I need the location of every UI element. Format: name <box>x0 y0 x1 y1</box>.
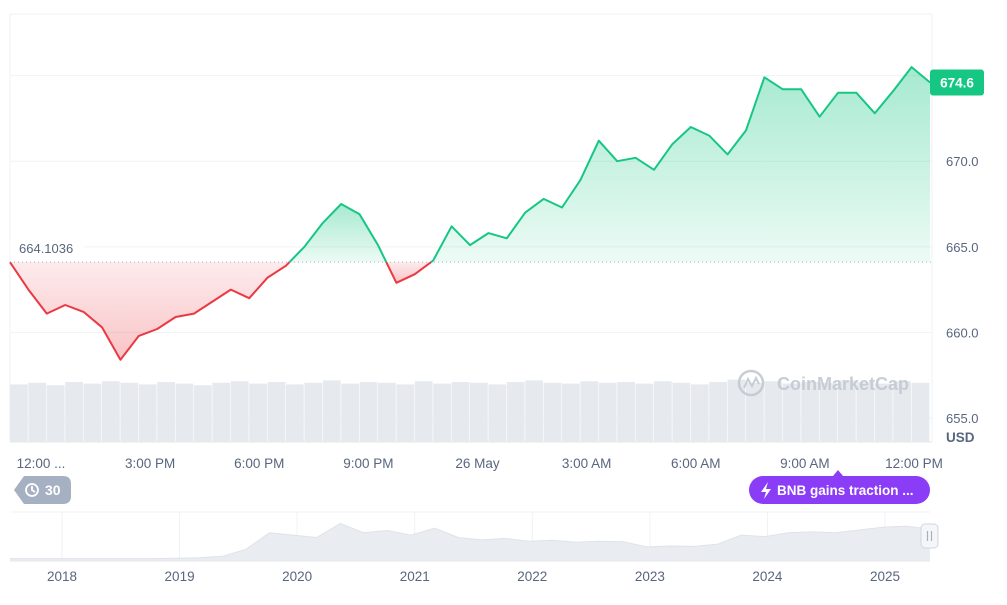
volume-bar <box>212 383 230 442</box>
x-tick-label: 12:00 ... <box>17 456 66 471</box>
reference-value-label: 664.1036 <box>19 241 73 256</box>
volume-bar <box>488 384 506 442</box>
navigator-x-tick-label: 2025 <box>870 569 900 584</box>
volume-bar <box>157 382 175 442</box>
navigator-area-fill <box>10 523 930 561</box>
volume-bar <box>323 380 341 442</box>
navigator-x-tick-label: 2021 <box>400 569 430 584</box>
volume-bar <box>286 384 304 442</box>
y-tick-label: 665.0 <box>946 240 979 255</box>
volume-bar <box>65 382 83 442</box>
y-tick-label: 660.0 <box>946 325 979 340</box>
volume-bar <box>10 384 28 442</box>
volume-bar <box>580 381 598 442</box>
volume-bar <box>912 383 930 442</box>
x-tick-label: 3:00 PM <box>125 456 175 471</box>
volume-bar <box>709 382 727 442</box>
x-tick-label: 26 May <box>455 456 500 471</box>
news-pill[interactable]: BNB gains traction ... <box>749 470 930 504</box>
volume-bar <box>341 384 359 442</box>
volume-bar <box>672 383 690 442</box>
zoom-level-button[interactable]: 30 <box>14 476 71 504</box>
volume-bar <box>746 383 764 442</box>
x-tick-label: 9:00 AM <box>780 456 830 471</box>
watermark-text: CoinMarketCap <box>777 374 909 394</box>
volume-bar <box>360 382 378 442</box>
current-value-badge: 674.6 <box>930 70 984 96</box>
volume-bar <box>470 383 488 442</box>
navigator-x-tick-label: 2022 <box>517 569 547 584</box>
volume-bar <box>396 384 414 442</box>
x-tick-label: 9:00 PM <box>343 456 393 471</box>
currency-label: USD <box>946 430 975 445</box>
x-axis-ticks: 12:00 ... 3:00 PM 6:00 PM 9:00 PM 26 May 3:00… <box>17 456 943 471</box>
x-tick-label: 6:00 PM <box>234 456 284 471</box>
navigator-x-ticks: 2018 2019 2020 2021 2022 2023 2024 2025 <box>47 569 900 584</box>
volume-bar <box>525 380 543 442</box>
volume-bar <box>304 383 322 442</box>
navigator-drag-handle[interactable] <box>921 524 938 548</box>
navigator-x-tick-label: 2019 <box>165 569 195 584</box>
volume-bar <box>599 383 617 442</box>
zoom-level-label: 30 <box>45 482 61 498</box>
x-tick-label: 12:00 PM <box>885 456 943 471</box>
volume-bar <box>139 384 157 442</box>
y-tick-label: 670.0 <box>946 154 979 169</box>
y-tick-label: 655.0 <box>946 411 979 426</box>
price-area <box>10 67 930 360</box>
volume-bar <box>507 382 525 442</box>
volume-bar <box>47 385 65 442</box>
volume-bar <box>562 384 580 442</box>
volume-bar <box>268 382 286 442</box>
navigator-x-tick-label: 2023 <box>635 569 665 584</box>
volume-bar <box>231 381 249 442</box>
price-area-up <box>431 67 930 262</box>
volume-bar <box>28 383 46 442</box>
volume-bar <box>728 380 746 442</box>
navigator-x-tick-label: 2024 <box>752 569 783 584</box>
volume-bar <box>433 384 451 442</box>
volume-bar <box>452 382 470 442</box>
price-area-down <box>386 262 431 283</box>
volume-bar <box>84 384 102 442</box>
volume-bar <box>120 383 138 442</box>
navigator[interactable]: 2018 2019 2020 2021 2022 2023 2024 2025 <box>10 512 938 584</box>
volume-bar <box>654 381 672 442</box>
y-axis-ticks: 670.0 665.0 660.0 655.0 <box>946 154 979 426</box>
volume-bar <box>415 381 433 442</box>
volume-bar <box>617 382 635 442</box>
volume-bar <box>102 381 120 442</box>
reference-label: 664.1036 <box>10 239 84 258</box>
navigator-area <box>10 523 930 561</box>
news-label: BNB gains traction ... <box>777 483 914 498</box>
volume-bar <box>378 383 396 442</box>
x-tick-label: 3:00 AM <box>562 456 612 471</box>
volume-bar <box>691 384 709 442</box>
x-tick-label: 6:00 AM <box>671 456 721 471</box>
navigator-x-tick-label: 2018 <box>47 569 77 584</box>
volume-bar <box>176 384 194 442</box>
volume-bar <box>249 384 267 442</box>
volume-bar <box>636 384 654 442</box>
navigator-x-tick-label: 2020 <box>282 569 312 584</box>
volume-bar <box>544 383 562 442</box>
volume-bar <box>194 385 212 442</box>
current-value-label: 674.6 <box>940 76 974 91</box>
